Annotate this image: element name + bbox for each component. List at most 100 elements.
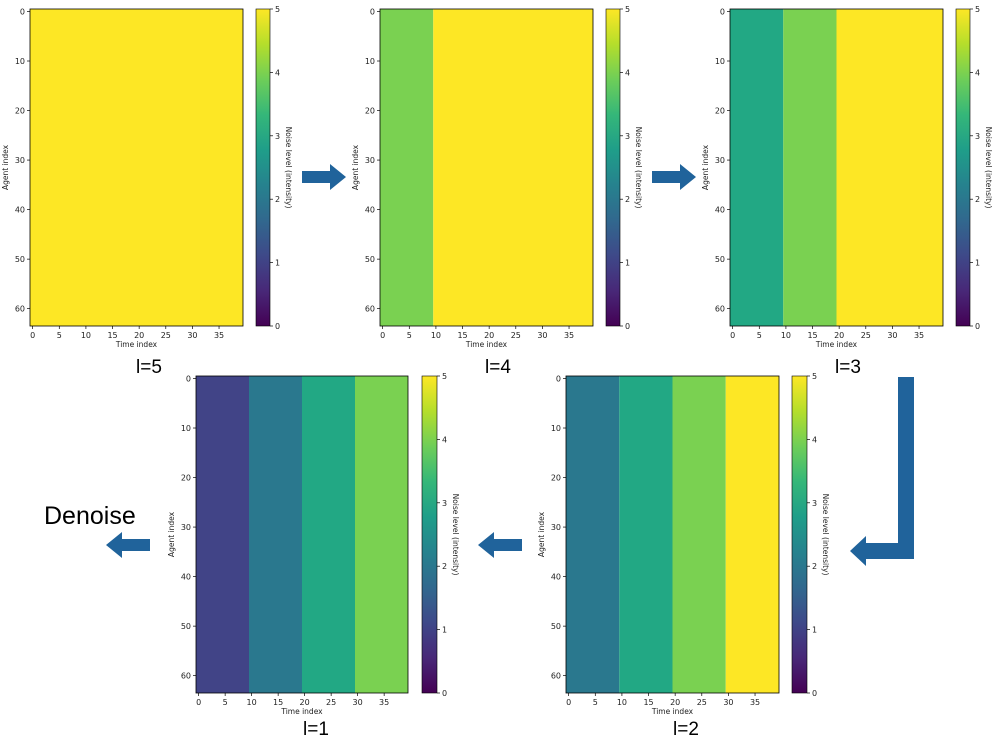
colorbar-tick-label: 0 — [812, 689, 817, 698]
x-tick-label: 15 — [457, 331, 467, 340]
heatmap-block — [380, 9, 434, 326]
colorbar — [605, 8, 621, 327]
plot-frame — [729, 8, 944, 327]
heatmap-block — [196, 376, 249, 693]
colorbar-tick-label: 3 — [812, 499, 817, 508]
x-tick-label: 5 — [757, 331, 762, 340]
colorbar-tick-label: 4 — [975, 68, 980, 77]
heatmap-block — [672, 376, 726, 693]
denoise-label: Denoise — [44, 502, 136, 530]
x-tick-label: 30 — [353, 698, 363, 707]
colorbar-tick-label: 2 — [812, 562, 817, 571]
arrow-right — [652, 164, 696, 190]
x-axis-label: Time index — [115, 340, 158, 349]
panel-level-label: l=5 — [136, 357, 162, 378]
colorbar-tick-label: 4 — [625, 68, 630, 77]
y-tick-label: 20 — [715, 107, 725, 116]
x-tick-label: 0 — [196, 698, 201, 707]
y-tick-label: 20 — [15, 107, 25, 116]
plot-frame — [195, 375, 409, 694]
y-tick-label: 0 — [720, 7, 725, 16]
x-tick-label: 5 — [407, 331, 412, 340]
x-tick-label: 25 — [511, 331, 521, 340]
y-axis-label: Agent index — [701, 144, 710, 190]
colorbar-label: Noise level (intensity) — [451, 494, 460, 576]
colorbar-tick-label: 3 — [275, 132, 280, 141]
x-tick-label: 20 — [670, 698, 680, 707]
colorbar — [791, 375, 808, 694]
y-tick-label: 20 — [181, 474, 191, 483]
x-tick-label: 30 — [187, 331, 197, 340]
colorbar-tick-label: 2 — [275, 195, 280, 204]
colorbar-tick-label: 2 — [975, 195, 980, 204]
colorbar — [255, 8, 271, 327]
x-tick-label: 35 — [564, 331, 574, 340]
x-tick-label: 25 — [326, 698, 336, 707]
x-tick-label: 5 — [57, 331, 62, 340]
colorbar-tick-label: 1 — [442, 626, 447, 635]
y-axis-label: Agent index — [351, 144, 360, 190]
y-tick-label: 10 — [365, 57, 375, 66]
arrow-down-left-elbow — [850, 377, 914, 566]
x-axis-label: Time index — [651, 707, 694, 716]
y-axis-label: Agent index — [537, 511, 546, 557]
x-tick-label: 10 — [781, 331, 791, 340]
colorbar-tick-label: 5 — [275, 5, 280, 14]
x-tick-label: 0 — [730, 331, 735, 340]
y-tick-label: 60 — [365, 305, 375, 314]
x-tick-label: 20 — [134, 331, 144, 340]
x-axis-label: Time index — [280, 707, 323, 716]
y-tick-label: 40 — [15, 206, 25, 215]
x-tick-label: 0 — [380, 331, 385, 340]
colorbar-tick-label: 1 — [625, 259, 630, 268]
y-tick-label: 50 — [365, 255, 375, 264]
x-tick-label: 35 — [750, 698, 760, 707]
x-tick-label: 15 — [807, 331, 817, 340]
y-tick-label: 20 — [551, 474, 561, 483]
y-tick-label: 50 — [181, 622, 191, 631]
y-tick-label: 50 — [715, 255, 725, 264]
y-tick-label: 0 — [186, 374, 191, 383]
y-axis-label: Agent index — [1, 144, 10, 190]
x-tick-label: 15 — [107, 331, 117, 340]
y-axis-label: Agent index — [167, 511, 176, 557]
x-tick-label: 25 — [697, 698, 707, 707]
panel-level-label: l=2 — [673, 719, 699, 736]
colorbar-tick-label: 5 — [442, 372, 447, 381]
colorbar-label: Noise level (intensity) — [984, 127, 993, 209]
x-tick-label: 35 — [914, 331, 924, 340]
colorbar-tick-label: 3 — [442, 499, 447, 508]
heatmap-block — [836, 9, 943, 326]
y-tick-label: 0 — [370, 7, 375, 16]
heatmap-block — [355, 376, 408, 693]
arrow-left — [106, 532, 150, 558]
heatmap-block — [783, 9, 837, 326]
heatmap-block — [249, 376, 302, 693]
colorbar-tick-label: 5 — [975, 5, 980, 14]
y-tick-label: 10 — [181, 424, 191, 433]
colorbar — [955, 8, 971, 327]
x-tick-label: 10 — [247, 698, 257, 707]
y-tick-label: 40 — [181, 573, 191, 582]
heatmap-block — [566, 376, 620, 693]
heatmap-block — [30, 9, 243, 326]
x-tick-label: 5 — [223, 698, 228, 707]
x-axis-label: Time index — [815, 340, 858, 349]
y-tick-label: 50 — [551, 622, 561, 631]
y-tick-label: 20 — [365, 107, 375, 116]
panel-level-label: l=1 — [303, 719, 329, 736]
colorbar-tick-label: 2 — [625, 195, 630, 204]
y-tick-label: 10 — [15, 57, 25, 66]
y-tick-label: 30 — [551, 523, 561, 532]
x-tick-label: 35 — [379, 698, 389, 707]
y-tick-label: 40 — [365, 206, 375, 215]
colorbar-label: Noise level (intensity) — [634, 127, 643, 209]
colorbar-tick-label: 5 — [812, 372, 817, 381]
colorbar-tick-label: 5 — [625, 5, 630, 14]
colorbar-label: Noise level (intensity) — [821, 494, 830, 576]
colorbar-tick-label: 0 — [275, 322, 280, 331]
panel-level-label: l=4 — [485, 357, 511, 378]
x-tick-label: 25 — [861, 331, 871, 340]
